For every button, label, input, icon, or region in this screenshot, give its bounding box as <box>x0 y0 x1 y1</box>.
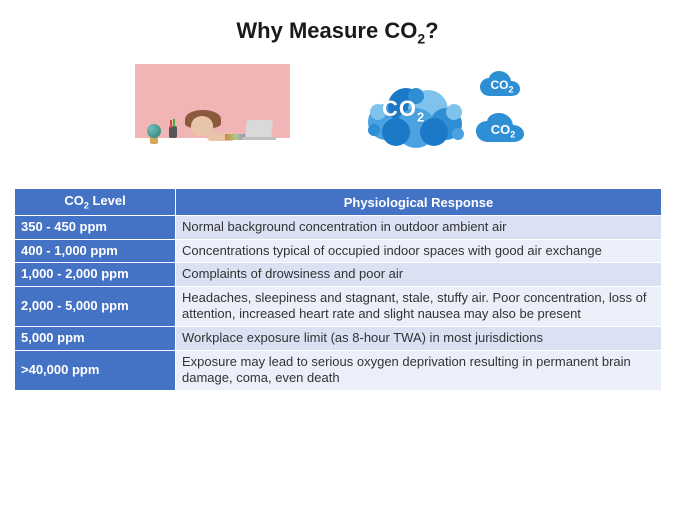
co2-cloud-large-label: CO2 <box>382 96 425 124</box>
table-row: 400 - 1,000 ppmConcentrations typical of… <box>15 239 662 263</box>
level-cell: 1,000 - 2,000 ppm <box>15 263 176 287</box>
co2-clouds-graphic: CO2 CO2 CO2 <box>360 60 540 170</box>
table-header-response: Physiological Response <box>176 189 662 216</box>
images-row: CO2 CO2 CO2 <box>0 60 675 170</box>
level-cell: >40,000 ppm <box>15 350 176 390</box>
level-cell: 5,000 ppm <box>15 327 176 351</box>
co2-cloud-small-2-icon: CO2 <box>474 112 532 148</box>
level-cell: 2,000 - 5,000 ppm <box>15 286 176 326</box>
level-cell: 350 - 450 ppm <box>15 215 176 239</box>
title-sub: 2 <box>417 30 425 46</box>
co2-cloud-small-1-icon: CO2 <box>478 70 526 102</box>
table-header-level: CO2 Level <box>15 189 176 216</box>
table-row: 350 - 450 ppmNormal background concentra… <box>15 215 662 239</box>
page-title: Why Measure CO2? <box>0 18 675 46</box>
response-cell: Normal background concentration in outdo… <box>176 215 662 239</box>
sleepy-student-photo <box>135 64 290 166</box>
title-suffix: ? <box>425 18 438 43</box>
title-prefix: Why Measure CO <box>236 18 417 43</box>
response-cell: Exposure may lead to serious oxygen depr… <box>176 350 662 390</box>
table-row: 1,000 - 2,000 ppmComplaints of drowsines… <box>15 263 662 287</box>
response-cell: Concentrations typical of occupied indoo… <box>176 239 662 263</box>
response-cell: Complaints of drowsiness and poor air <box>176 263 662 287</box>
table-row: 2,000 - 5,000 ppmHeadaches, sleepiness a… <box>15 286 662 326</box>
response-cell: Workplace exposure limit (as 8-hour TWA)… <box>176 327 662 351</box>
level-cell: 400 - 1,000 ppm <box>15 239 176 263</box>
table-row: >40,000 ppmExposure may lead to serious … <box>15 350 662 390</box>
table-row: 5,000 ppmWorkplace exposure limit (as 8-… <box>15 327 662 351</box>
co2-response-table: CO2 Level Physiological Response 350 - 4… <box>14 188 662 391</box>
response-cell: Headaches, sleepiness and stagnant, stal… <box>176 286 662 326</box>
